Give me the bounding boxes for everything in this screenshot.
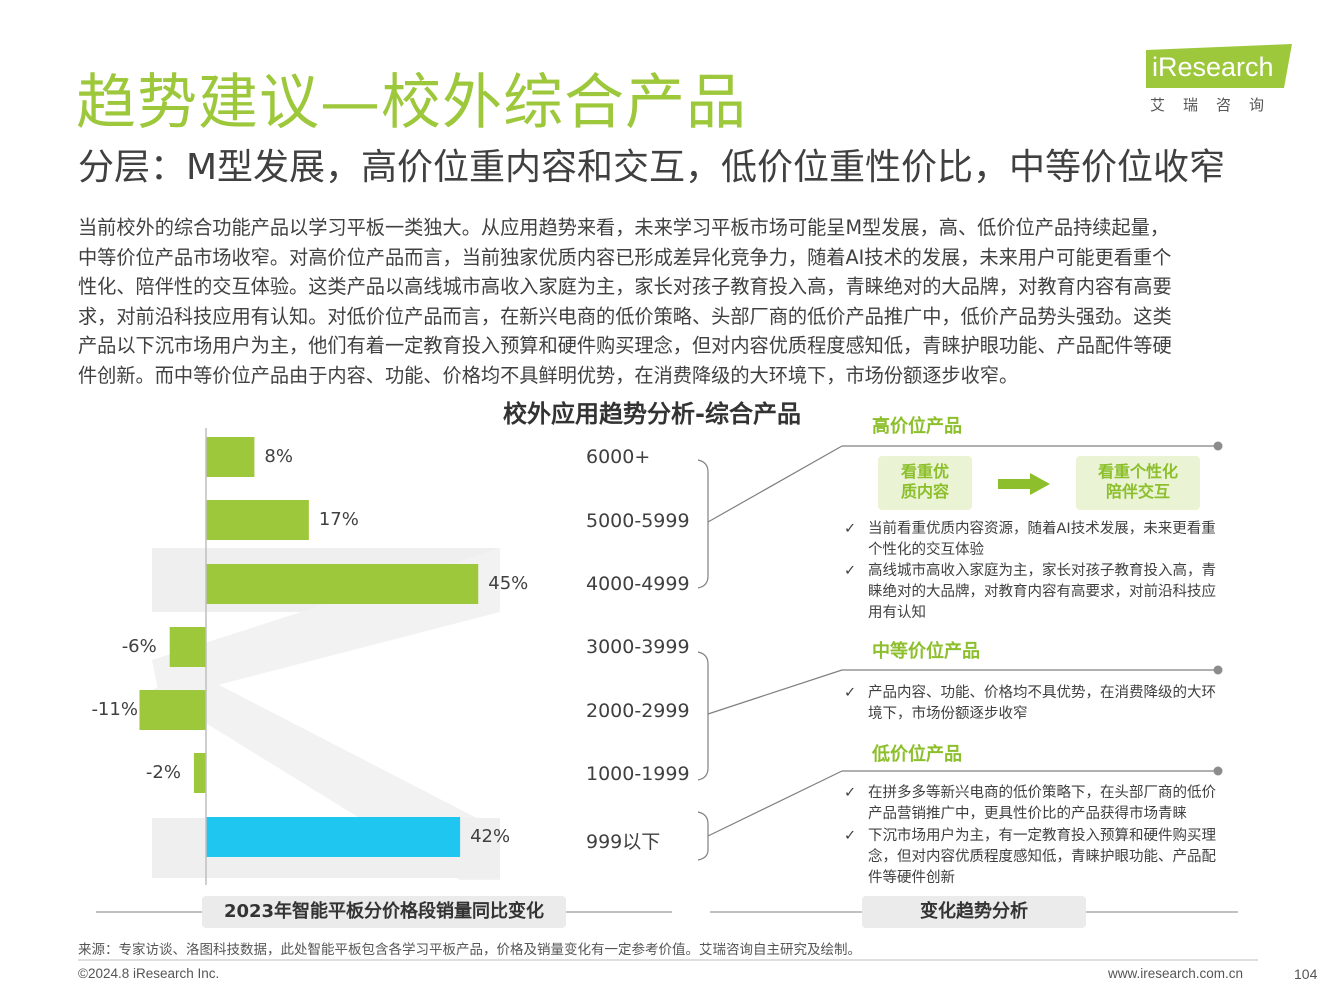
high-price-heading: 高价位产品 <box>872 416 962 437</box>
connector-dot <box>1213 441 1223 451</box>
focus-content-box: 看重优 质内容 <box>878 456 972 510</box>
price-label: 2000-2999 <box>586 700 690 722</box>
logo-cn-name: 艾瑞咨询 <box>1150 96 1283 114</box>
bar-5000-5999 <box>206 500 309 540</box>
price-label: 4000-4999 <box>586 573 690 595</box>
body-line: 产品以下沉市场用户为主，他们有着一定教育投入预算和硬件购买理念，但对内容优质程度… <box>78 334 1172 358</box>
source-note: 来源：专家访谈、洛图科技数据，此处智能平板包含各学习平板产品，价格及销量变化有一… <box>78 942 861 958</box>
mid-bullet: ✓ 产品内容、功能、价格均不具优势，在消费降级的大环境下，市场份额逐步收窄 <box>844 685 1216 722</box>
bar-value-label: 45% <box>488 573 529 594</box>
body-paragraph: 当前校外的综合功能产品以学习平板一类独大。从应用趋势来看，未来学习平板市场可能呈… <box>78 213 1263 391</box>
chart-title: 校外应用趋势分析-综合产品 <box>503 400 801 428</box>
focus-interaction-box: 看重个性化 陪伴交互 <box>1076 456 1200 510</box>
price-label: 5000-5999 <box>586 510 690 532</box>
bar-value-label: -6% <box>121 636 157 657</box>
bar-2000-2999 <box>139 690 206 730</box>
website-link[interactable]: www.iresearch.com.cn <box>1108 966 1244 981</box>
body-line: 当前校外的综合功能产品以学习平板一类独大。从应用趋势来看，未来学习平板市场可能呈… <box>78 216 1170 239</box>
bar-value-label: -2% <box>145 762 181 783</box>
bracket-lines <box>697 445 1218 861</box>
page-number: 104 <box>1294 966 1318 982</box>
body-line: 求，对前沿科技应用有认知。对低价位产品而言，在新兴电商的低价策略、头部厂商的低价… <box>78 304 1172 328</box>
iresearch-logo: iResearch 艾瑞咨询 <box>1146 44 1296 124</box>
price-label: 6000+ <box>586 446 651 468</box>
bar-value-label: -11% <box>91 699 138 720</box>
bar-999以下 <box>206 817 461 857</box>
low-bullet: ✓ 在拼多多等新兴电商的低价策略下，在头部厂商的低价产品营销推广中，更具性价比的… <box>844 785 1216 822</box>
arrow-right-icon <box>998 473 1050 495</box>
chart-caption-left: 2023年智能平板分价格段销量同比变化 <box>202 896 566 928</box>
price-label: 3000-3999 <box>586 636 690 658</box>
bar-value-label: 42% <box>470 826 511 847</box>
bar-1000-1999 <box>193 753 206 793</box>
bar-3000-3999 <box>169 627 206 667</box>
bar-value-label: 17% <box>318 509 359 530</box>
low-bullet: ✓ 下沉市场用户为主，有一定教育投入预算和硬件购买理念，但对内容优质程度感知低，… <box>844 828 1216 886</box>
chart-caption-right: 变化趋势分析 <box>862 896 1086 928</box>
low-price-heading: 低价位产品 <box>872 744 962 765</box>
page-title: 趋势建议—校外综合产品 <box>76 68 747 138</box>
logo-wordmark: iResearch <box>1152 52 1274 82</box>
high-bullet: ✓ 高线城市高收入家庭为主，家长对孩子教育投入高，青睐绝对的大品牌，对教育内容有… <box>844 563 1216 621</box>
bar-value-label: 8% <box>264 446 293 467</box>
connector-dot <box>1213 665 1223 675</box>
connector-dot <box>1213 766 1223 776</box>
body-line: 件创新。而中等价位产品由于内容、功能、价格均不具鲜明优势，在消费降级的大环境下，… <box>78 363 1019 387</box>
bar-4000-4999 <box>206 564 479 604</box>
check-icon: ✓ <box>844 828 857 844</box>
check-icon: ✓ <box>844 685 857 701</box>
mid-price-heading: 中等价位产品 <box>872 641 980 662</box>
bar-group <box>139 437 479 857</box>
price-label: 1000-1999 <box>586 763 690 785</box>
copyright: ©2024.8 iResearch Inc. <box>78 966 220 981</box>
body-line: 性化、陪伴性的交互体验。这类产品以高线城市高收入家庭为主，家长对孩子教育投入高，… <box>78 275 1172 299</box>
price-label: 999以下 <box>586 831 661 853</box>
high-bullet: ✓ 当前看重优质内容资源，随着AI技术发展，未来更看重个性化的交互体验 <box>844 521 1216 558</box>
logo-badge-shape <box>1146 44 1292 88</box>
check-icon: ✓ <box>844 563 857 579</box>
check-icon: ✓ <box>844 521 857 537</box>
bar-6000+ <box>206 437 255 477</box>
body-line: 中等价位产品市场收窄。对高价位产品而言，当前独家优质内容已形成差异化竞争力，随着… <box>78 245 1172 269</box>
page-subtitle: 分层：M型发展，高价位重内容和交互，低价位重性价比，中等价位收窄 <box>78 147 1226 188</box>
check-icon: ✓ <box>844 785 857 801</box>
